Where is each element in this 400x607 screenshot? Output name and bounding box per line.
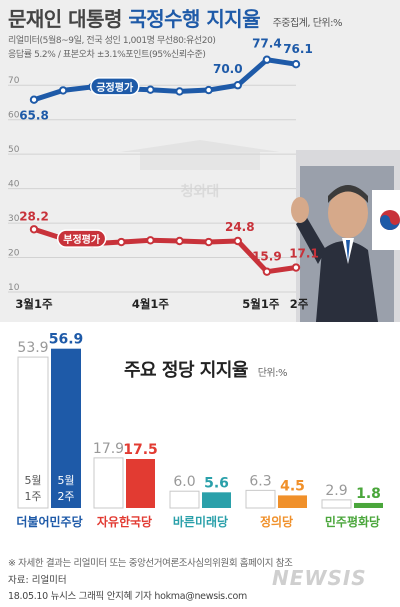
series-name: 부정평가 <box>63 233 101 246</box>
y-tick-label: 60 <box>8 111 20 121</box>
series-line <box>31 57 299 103</box>
survey-note-line2: 응답률 5.2% / 표본오차 ±3.1%포인트(95%신뢰수준) <box>8 50 206 60</box>
bar-value-label: 6.3 <box>249 473 271 489</box>
bar-period-label: 5월 <box>24 474 41 487</box>
bar-previous <box>245 489 276 509</box>
value-label: 24.8 <box>225 220 255 234</box>
bar-title-text: 주요 정당 지지율 <box>124 360 248 381</box>
bar-value-label: 56.9 <box>49 332 84 348</box>
data-point <box>175 236 184 246</box>
bar-value-label: 53.9 <box>17 340 48 356</box>
y-tick-label: 30 <box>8 214 20 224</box>
bar-previous <box>321 499 352 509</box>
value-label: 17.1 <box>289 247 319 261</box>
bar-previous <box>93 457 124 509</box>
series-name: 긍정평가 <box>96 81 134 94</box>
bar-previous <box>169 490 200 509</box>
bar-value-label: 5.6 <box>204 475 229 491</box>
bar-unit: 단위:% <box>257 368 288 379</box>
value-labels: 65.8 70.0 77.4 76.1 28.2 24.8 15.9 17.1 <box>19 37 319 264</box>
x-tick-labels: 3월1주 4월1주 5월1주 2주 <box>15 297 308 311</box>
y-tick-label: 20 <box>8 249 20 259</box>
x-tick-label: 4월1주 <box>132 297 170 311</box>
footnote: ※ 자세한 결과는 리얼미터 또는 중앙선거여론조사심의위원회 홈페이지 참조 <box>8 558 293 569</box>
y-tick-label: 40 <box>8 180 20 190</box>
data-point <box>262 55 272 64</box>
bar-current <box>354 502 383 508</box>
bluehouse-watermark: 청와대 <box>120 140 280 200</box>
bar-value-label: 17.9 <box>93 441 124 457</box>
data-point <box>175 87 184 96</box>
y-tick-label: 50 <box>8 145 20 155</box>
bar-chart-title: 주요 정당 지지율 단위:% <box>124 356 288 382</box>
source: 자료: 리얼미터 <box>8 575 67 586</box>
bar-value-label: 1.8 <box>356 486 381 502</box>
bar-current <box>51 348 81 508</box>
newsis-logo: NEWSIS <box>272 566 367 590</box>
data-point <box>291 60 301 69</box>
y-tick-labels: 10 20 30 40 50 60 70 <box>8 76 20 293</box>
data-point <box>262 267 272 276</box>
value-label: 77.4 <box>252 37 282 51</box>
value-label: 15.9 <box>252 250 282 264</box>
x-tick-label: 5월1주 <box>242 297 280 311</box>
data-point <box>291 263 301 272</box>
x-tick-label: 2주 <box>290 297 309 311</box>
data-point <box>117 237 126 247</box>
title-prefix: 문재인 대통령 <box>8 7 122 31</box>
series-pill <box>56 229 107 248</box>
value-label: 65.8 <box>19 109 49 123</box>
bar-value-label: 4.5 <box>280 478 305 494</box>
value-label: 70.0 <box>213 62 243 76</box>
bar-current <box>202 492 231 508</box>
data-point <box>233 236 242 246</box>
grid-lines <box>8 84 296 293</box>
value-label: 28.2 <box>19 209 49 223</box>
bar-period-label: 1주 <box>24 490 41 503</box>
x-tick-label: 3월1주 <box>15 297 53 311</box>
bluehouse-text: 청와대 <box>181 183 220 200</box>
bar-value-label: 6.0 <box>173 474 195 490</box>
data-point <box>29 225 39 234</box>
data-point <box>204 85 213 95</box>
data-point <box>146 85 155 94</box>
bar-period-label: 5월 <box>57 474 74 487</box>
bar-current <box>126 459 155 508</box>
series-pill <box>90 77 140 96</box>
data-point <box>233 81 242 90</box>
survey-note-line1: 리얼미터(5월8~9일, 전국 성인 1,001명 무선80:유선20) <box>8 36 216 46</box>
value-label: 76.1 <box>283 42 313 56</box>
bar-current <box>278 495 307 508</box>
party-names: 더불어민주당 자유한국당 바른미래당 정의당 민주평화당 <box>16 514 380 529</box>
data-point <box>204 237 213 247</box>
party-name: 정의당 <box>260 514 293 529</box>
credit: 18.05.10 뉴시스 그래픽 안지혜 기자 hokma@newsis.com <box>8 591 247 602</box>
survey-note: 리얼미터(5월8~9일, 전국 성인 1,001명 무선80:유선20) 응답률… <box>8 34 216 62</box>
party-name: 민주평화당 <box>325 514 380 529</box>
bar-value-labels: 53.956.9 17.9 17.5 6.0 5.6 6.3 4.5 2.9 1.8 <box>17 332 380 502</box>
bar-value-label: 17.5 <box>123 442 158 458</box>
data-point <box>29 95 39 104</box>
bar-value-label: 2.9 <box>325 483 347 499</box>
y-tick-label: 70 <box>8 76 20 86</box>
title-emphasis: 국정수행 지지율 <box>128 7 261 31</box>
party-name: 자유한국당 <box>97 514 152 529</box>
bar-previous <box>17 356 49 509</box>
data-point <box>146 236 155 245</box>
bar-period-labels: 5월 1주 5월 2주 <box>24 474 74 503</box>
bar-period-label: 2주 <box>57 490 74 503</box>
party-bar-chart: 53.956.9 17.9 17.5 6.0 5.6 6.3 4.5 2.9 1.8 더불어민주… <box>16 332 383 529</box>
y-tick-label: 10 <box>8 283 20 293</box>
page-title: 문재인 대통령 국정수행 지지율 주중집계, 단위:% <box>8 3 343 32</box>
title-unit: 주중집계, 단위:% <box>272 18 343 29</box>
party-name: 더불어민주당 <box>16 514 82 529</box>
korean-flag-icon <box>372 190 400 250</box>
bars <box>17 348 383 509</box>
data-point <box>58 86 68 95</box>
party-name: 바른미래당 <box>173 514 228 529</box>
